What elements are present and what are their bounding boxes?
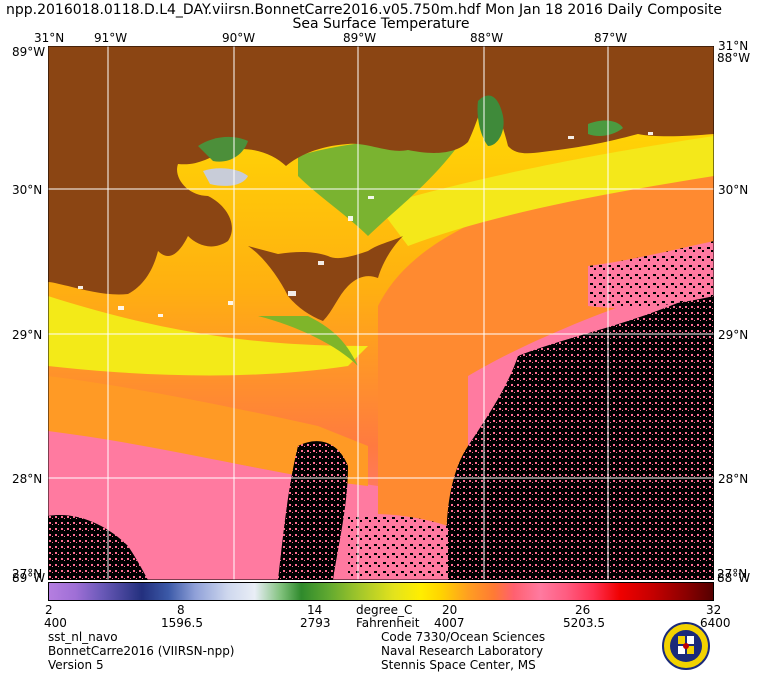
coastal-green-delta: [258, 316, 358, 366]
sst-map: [48, 46, 714, 580]
lat-label-30n-left: 30°N: [12, 183, 43, 197]
lon-label-88w: 88°W: [470, 31, 504, 45]
land: [48, 46, 714, 295]
cloud-scatter-east: [588, 241, 714, 308]
cloud-scatter-south: [348, 514, 448, 580]
cloud-mask-east: [446, 286, 714, 580]
coastal-green-sound: [298, 140, 458, 236]
corner-lat-top-left: 31°N: [34, 31, 65, 45]
colorbar-tick-c-20: 20: [442, 603, 458, 617]
image-title: npp.2016018.0118.D.L4_DAY.viirsn.BonnetC…: [6, 2, 722, 18]
corner-lon-bottom-right: 88°W: [717, 571, 751, 585]
marsh-3: [588, 120, 623, 136]
colorbar-tick-c-2: 2: [45, 603, 53, 617]
corner-lat-bottom-left: 27°N: [12, 567, 43, 581]
coastal-yellow-west: [48, 296, 368, 376]
product-subtitle: Sea Surface Temperature: [292, 16, 470, 32]
footer-lab: Naval Research Laboratory: [381, 644, 544, 658]
colorbar-tick-f-6400: 6400: [700, 616, 731, 630]
graticule: [48, 46, 714, 580]
colorbar-unit-celsius: degree_C: [356, 603, 413, 617]
coast-speckles: [78, 132, 653, 317]
colorbar-tick-f-1596: 1596.5: [161, 616, 203, 630]
colorbar-tick-c-14: 14: [307, 603, 323, 617]
lat-label-28n-right: 28°N: [718, 472, 749, 486]
sst-colorbar: [48, 582, 714, 601]
lat-label-28n-left: 28°N: [12, 472, 43, 486]
colorbar-tick-f-5203: 5203.5: [563, 616, 605, 630]
corner-lon-top-right: 88°W: [717, 51, 751, 65]
lon-label-90w: 90°W: [222, 31, 256, 45]
land-delta: [248, 236, 403, 321]
colorbar-tick-c-32: 32: [706, 603, 722, 617]
colorbar-tick-f-4007: 4007: [434, 616, 465, 630]
coastal-yellow-east: [378, 136, 714, 246]
footer-product: sst_nl_navo: [48, 630, 118, 644]
lake-pontchartrain: [203, 168, 248, 186]
footer-location: Stennis Space Center, MS: [381, 658, 536, 672]
corner-lon-top-left: 89°W: [12, 45, 46, 59]
footer-code: Code 7330/Ocean Sciences: [381, 630, 546, 644]
marsh-1: [198, 136, 248, 162]
footer-dataset: BonnetCarre2016 (VIIRSN-npp): [48, 644, 235, 658]
colorbar-tick-c-26: 26: [575, 603, 591, 617]
colorbar-tick-c-8: 8: [177, 603, 185, 617]
lat-label-30n-right: 30°N: [718, 183, 749, 197]
colorbar-unit-fahrenheit: Fahrenheit: [356, 616, 420, 630]
colorbar-tick-f-400: 400: [44, 616, 67, 630]
nrl-seal-icon: [662, 622, 710, 670]
lat-label-29n-right: 29°N: [718, 328, 749, 342]
orange-band-west: [48, 376, 368, 486]
cloud-mask-southwest: [48, 515, 148, 580]
corner-lon-bottom-left: 89°W: [12, 571, 46, 585]
footer-version: Version 5: [48, 658, 104, 672]
lon-label-87w: 87°W: [594, 31, 628, 45]
corner-lat-top-right: 31°N: [718, 39, 749, 53]
lat-label-29n-left: 29°N: [12, 328, 43, 342]
lon-label-89w: 89°W: [343, 31, 377, 45]
corner-lat-bottom-right: 27°N: [717, 567, 748, 581]
lon-label-91w: 91°W: [94, 31, 128, 45]
cloud-mask-central: [278, 441, 348, 580]
colorbar-tick-f-2793: 2793: [300, 616, 331, 630]
